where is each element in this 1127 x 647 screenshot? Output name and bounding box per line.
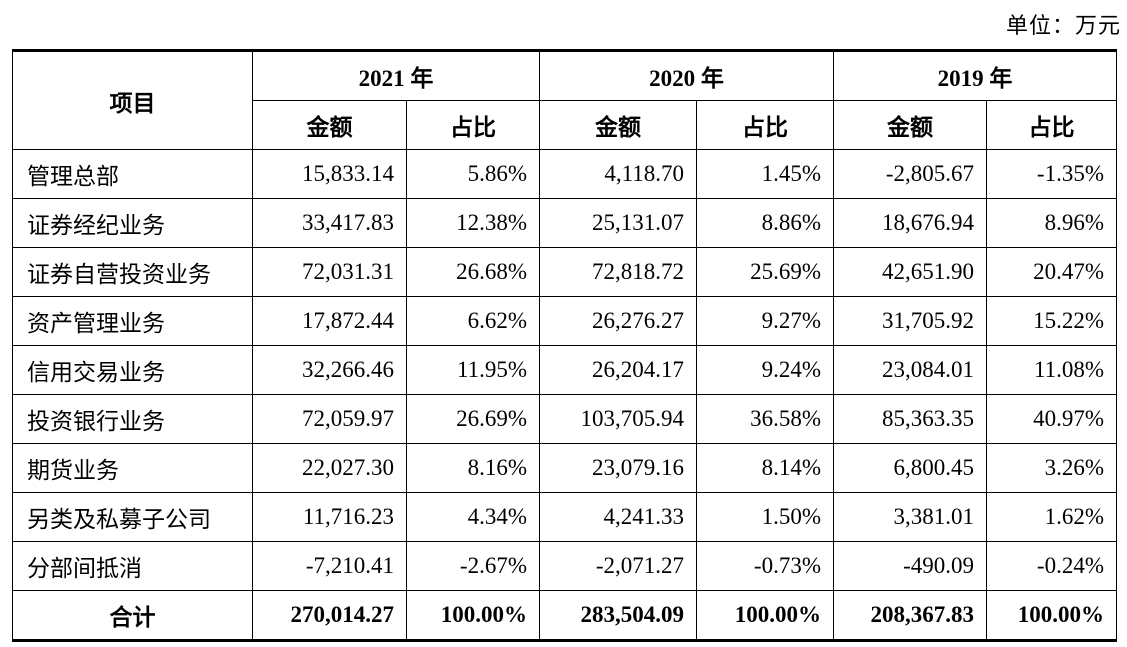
amount-cell: -490.09 — [833, 541, 987, 591]
amount-cell: 23,084.01 — [833, 345, 987, 395]
amount-cell: 42,651.90 — [833, 247, 987, 297]
amount-cell: -2,071.27 — [539, 541, 697, 591]
share-cell: 20.47% — [986, 247, 1117, 297]
table-row: 信用交易业务 32,266.46 11.95% 26,204.17 9.24% 23,08… — [12, 345, 1117, 395]
share-cell: 3.26% — [986, 443, 1117, 493]
amount-cell: 26,204.17 — [539, 345, 697, 395]
amount-cell: -2,805.67 — [833, 149, 987, 199]
amount-cell: 4,118.70 — [539, 149, 697, 199]
header-item: 项目 — [12, 49, 253, 150]
share-cell: 11.08% — [986, 345, 1117, 395]
amount-cell: 32,266.46 — [252, 345, 407, 395]
amount-cell: 270,014.27 — [252, 590, 407, 642]
table-row: 证券经纪业务 33,417.83 12.38% 25,131.07 8.86% 18,67… — [12, 198, 1117, 248]
amount-cell: 25,131.07 — [539, 198, 697, 248]
share-cell: 12.38% — [406, 198, 540, 248]
amount-cell: 15,833.14 — [252, 149, 407, 199]
share-cell: 100.00% — [986, 590, 1117, 642]
share-cell: -0.73% — [696, 541, 834, 591]
amount-cell: 72,059.97 — [252, 394, 407, 444]
share-cell: 9.27% — [696, 296, 834, 346]
share-cell: 8.16% — [406, 443, 540, 493]
row-label: 资产管理业务 — [12, 296, 253, 346]
amount-cell: 103,705.94 — [539, 394, 697, 444]
row-label: 证券自营投资业务 — [12, 247, 253, 297]
amount-cell: -7,210.41 — [252, 541, 407, 591]
row-label: 另类及私募子公司 — [12, 492, 253, 542]
share-cell: 100.00% — [406, 590, 540, 642]
row-label: 信用交易业务 — [12, 345, 253, 395]
share-cell: 11.95% — [406, 345, 540, 395]
share-cell: 26.68% — [406, 247, 540, 297]
header-share: 占比 — [406, 100, 540, 150]
table-row: 期货业务 22,027.30 8.16% 23,079.16 8.14% 6,800.45… — [12, 443, 1117, 493]
share-cell: 36.58% — [696, 394, 834, 444]
share-cell: 8.14% — [696, 443, 834, 493]
share-cell: 40.97% — [986, 394, 1117, 444]
amount-cell: 18,676.94 — [833, 198, 987, 248]
amount-cell: 3,381.01 — [833, 492, 987, 542]
row-label: 期货业务 — [12, 443, 253, 493]
amount-cell: 283,504.09 — [539, 590, 697, 642]
amount-cell: 26,276.27 — [539, 296, 697, 346]
amount-cell: 33,417.83 — [252, 198, 407, 248]
share-cell: 26.69% — [406, 394, 540, 444]
amount-cell: 208,367.83 — [833, 590, 987, 642]
amount-cell: 72,031.31 — [252, 247, 407, 297]
share-cell: 100.00% — [696, 590, 834, 642]
share-cell: 6.62% — [406, 296, 540, 346]
table-row: 投资银行业务 72,059.97 26.69% 103,705.94 36.58% 85,… — [12, 394, 1117, 444]
header-amount: 金额 — [252, 100, 407, 150]
row-label: 合计 — [12, 590, 253, 642]
amount-cell: 4,241.33 — [539, 492, 697, 542]
header-share: 占比 — [696, 100, 834, 150]
share-cell: 1.62% — [986, 492, 1117, 542]
share-cell: -2.67% — [406, 541, 540, 591]
table-row: 资产管理业务 17,872.44 6.62% 26,276.27 9.27% 31,705… — [12, 296, 1117, 346]
header-amount: 金额 — [833, 100, 987, 150]
segment-revenue-table: 项目 2021 年 2020 年 2019 年 金额 占比 金额 占比 金额 占… — [12, 49, 1117, 642]
share-cell: -0.24% — [986, 541, 1117, 591]
share-cell: 8.86% — [696, 198, 834, 248]
header-year-2021: 2021 年 — [252, 49, 540, 101]
share-cell: -1.35% — [986, 149, 1117, 199]
amount-cell: 85,363.35 — [833, 394, 987, 444]
row-label: 投资银行业务 — [12, 394, 253, 444]
share-cell: 5.86% — [406, 149, 540, 199]
amount-cell: 17,872.44 — [252, 296, 407, 346]
amount-cell: 11,716.23 — [252, 492, 407, 542]
share-cell: 9.24% — [696, 345, 834, 395]
amount-cell: 72,818.72 — [539, 247, 697, 297]
amount-cell: 22,027.30 — [252, 443, 407, 493]
table-row: 分部间抵消 -7,210.41 -2.67% -2,071.27 -0.73% -490.… — [12, 541, 1117, 591]
row-label: 分部间抵消 — [12, 541, 253, 591]
amount-cell: 6,800.45 — [833, 443, 987, 493]
amount-cell: 23,079.16 — [539, 443, 697, 493]
header-amount: 金额 — [539, 100, 697, 150]
row-label: 证券经纪业务 — [12, 198, 253, 248]
share-cell: 4.34% — [406, 492, 540, 542]
table-row: 另类及私募子公司 11,716.23 4.34% 4,241.33 1.50% 3,381… — [12, 492, 1117, 542]
header-year-2019: 2019 年 — [833, 49, 1117, 101]
share-cell: 1.50% — [696, 492, 834, 542]
header-row-years: 项目 2021 年 2020 年 2019 年 — [12, 49, 1117, 150]
table-row: 证券自营投资业务 72,031.31 26.68% 72,818.72 25.69% 42… — [12, 247, 1117, 297]
header-share: 占比 — [986, 100, 1117, 150]
header-year-2020: 2020 年 — [539, 49, 834, 101]
share-cell: 15.22% — [986, 296, 1117, 346]
total-row: 合计 270,014.27 100.00% 283,504.09 100.00% 208,… — [12, 590, 1117, 642]
table-row: 管理总部 15,833.14 5.86% 4,118.70 1.45% -2,805.67… — [12, 149, 1117, 199]
share-cell: 1.45% — [696, 149, 834, 199]
row-label: 管理总部 — [12, 149, 253, 199]
share-cell: 8.96% — [986, 198, 1117, 248]
share-cell: 25.69% — [696, 247, 834, 297]
unit-label: 单位：万元 — [1005, 13, 1121, 38]
amount-cell: 31,705.92 — [833, 296, 987, 346]
